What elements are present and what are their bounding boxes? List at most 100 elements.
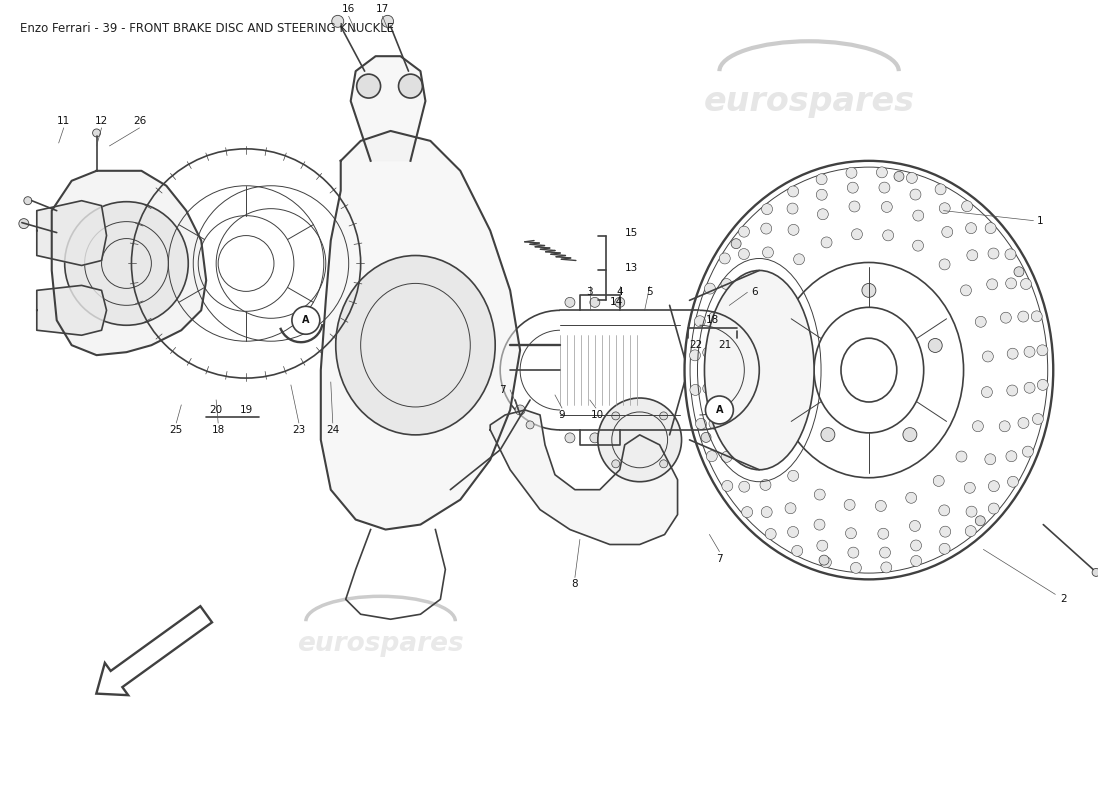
Circle shape bbox=[942, 226, 953, 238]
Circle shape bbox=[847, 182, 858, 193]
Circle shape bbox=[710, 418, 720, 429]
Text: Enzo Ferrari - 39 - FRONT BRAKE DISC AND STEERING KNUCKLE: Enzo Ferrari - 39 - FRONT BRAKE DISC AND… bbox=[20, 22, 394, 35]
Circle shape bbox=[771, 278, 782, 289]
Text: 5: 5 bbox=[647, 287, 653, 298]
Circle shape bbox=[660, 460, 668, 468]
Text: 22: 22 bbox=[689, 340, 702, 350]
Text: A: A bbox=[716, 405, 723, 415]
Circle shape bbox=[982, 351, 993, 362]
Circle shape bbox=[612, 412, 619, 420]
Circle shape bbox=[984, 454, 996, 465]
Circle shape bbox=[814, 519, 825, 530]
Circle shape bbox=[703, 347, 714, 358]
Circle shape bbox=[817, 540, 828, 551]
Circle shape bbox=[972, 421, 983, 432]
Circle shape bbox=[788, 526, 799, 538]
Circle shape bbox=[719, 381, 730, 392]
Text: 15: 15 bbox=[625, 227, 638, 238]
Circle shape bbox=[999, 421, 1010, 432]
Circle shape bbox=[65, 202, 188, 326]
Circle shape bbox=[660, 412, 668, 420]
Circle shape bbox=[761, 506, 772, 518]
Circle shape bbox=[877, 167, 888, 178]
Circle shape bbox=[988, 503, 999, 514]
Circle shape bbox=[966, 506, 977, 517]
Circle shape bbox=[704, 283, 715, 294]
Circle shape bbox=[785, 502, 796, 514]
Circle shape bbox=[741, 506, 752, 518]
Circle shape bbox=[762, 247, 773, 258]
Circle shape bbox=[761, 223, 772, 234]
Circle shape bbox=[719, 253, 730, 264]
Circle shape bbox=[694, 316, 705, 326]
Polygon shape bbox=[321, 131, 520, 530]
FancyArrow shape bbox=[97, 606, 212, 695]
Text: eurospares: eurospares bbox=[704, 85, 914, 118]
Circle shape bbox=[939, 526, 950, 537]
Circle shape bbox=[903, 428, 917, 442]
Circle shape bbox=[910, 189, 921, 200]
Circle shape bbox=[878, 528, 889, 539]
Circle shape bbox=[906, 173, 917, 183]
Circle shape bbox=[876, 501, 887, 511]
Text: 3: 3 bbox=[586, 287, 593, 298]
Circle shape bbox=[988, 248, 999, 259]
Circle shape bbox=[960, 285, 971, 296]
Polygon shape bbox=[351, 56, 426, 161]
Text: 24: 24 bbox=[326, 425, 340, 435]
Circle shape bbox=[881, 202, 892, 213]
Circle shape bbox=[1032, 311, 1042, 322]
Text: 17: 17 bbox=[376, 4, 389, 14]
Circle shape bbox=[814, 489, 825, 500]
Circle shape bbox=[844, 499, 855, 510]
Circle shape bbox=[981, 386, 992, 398]
Circle shape bbox=[356, 74, 381, 98]
Circle shape bbox=[751, 413, 762, 424]
Circle shape bbox=[738, 249, 749, 259]
Ellipse shape bbox=[336, 255, 495, 435]
Circle shape bbox=[615, 298, 625, 307]
Text: 26: 26 bbox=[133, 116, 146, 126]
Circle shape bbox=[1006, 385, 1018, 396]
Circle shape bbox=[398, 74, 422, 98]
Circle shape bbox=[913, 210, 924, 221]
Circle shape bbox=[1018, 311, 1028, 322]
Text: 7: 7 bbox=[716, 554, 723, 565]
Circle shape bbox=[976, 316, 987, 327]
Circle shape bbox=[708, 312, 719, 322]
Circle shape bbox=[615, 433, 625, 443]
Circle shape bbox=[1033, 414, 1044, 425]
Text: A: A bbox=[302, 315, 309, 326]
Text: 9: 9 bbox=[559, 410, 565, 420]
Text: 18: 18 bbox=[211, 425, 224, 435]
Circle shape bbox=[939, 202, 950, 214]
Circle shape bbox=[793, 254, 804, 265]
Circle shape bbox=[1024, 382, 1035, 394]
Circle shape bbox=[851, 229, 862, 240]
Circle shape bbox=[382, 15, 394, 27]
Circle shape bbox=[848, 547, 859, 558]
Circle shape bbox=[722, 481, 733, 491]
Circle shape bbox=[881, 562, 892, 573]
Circle shape bbox=[1014, 266, 1024, 277]
Circle shape bbox=[792, 546, 803, 556]
Circle shape bbox=[745, 378, 756, 390]
Circle shape bbox=[939, 543, 950, 554]
Circle shape bbox=[882, 230, 893, 241]
Circle shape bbox=[92, 129, 100, 137]
Circle shape bbox=[1021, 278, 1032, 290]
Circle shape bbox=[850, 562, 861, 574]
Circle shape bbox=[880, 547, 891, 558]
Text: 12: 12 bbox=[95, 116, 108, 126]
Text: 1: 1 bbox=[1037, 216, 1044, 226]
Polygon shape bbox=[491, 410, 678, 545]
Circle shape bbox=[788, 470, 799, 482]
Text: 20: 20 bbox=[210, 405, 222, 415]
Circle shape bbox=[1008, 348, 1019, 359]
Circle shape bbox=[690, 385, 701, 395]
Text: 19: 19 bbox=[240, 405, 253, 415]
Circle shape bbox=[597, 398, 682, 482]
Circle shape bbox=[905, 492, 916, 503]
Text: 10: 10 bbox=[592, 410, 604, 420]
Circle shape bbox=[821, 237, 832, 248]
